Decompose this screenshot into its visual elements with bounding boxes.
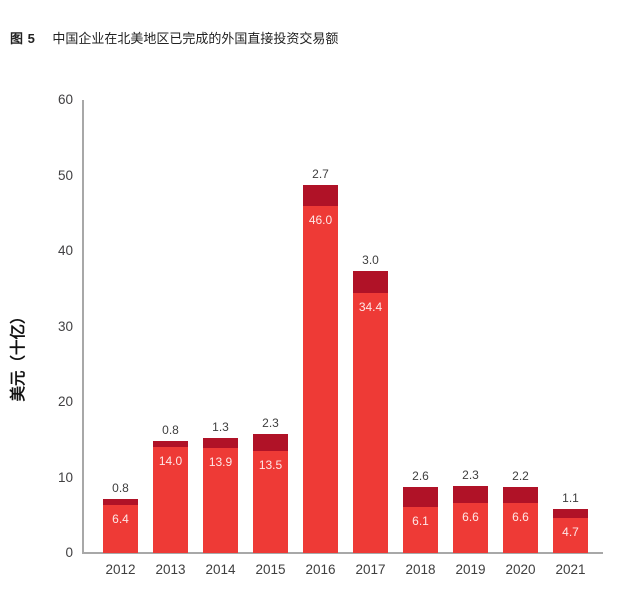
top-segment-bar[interactable]: [503, 486, 538, 504]
top-segment-bar[interactable]: [353, 270, 388, 294]
bar-group-2015[interactable]: 2.3 13.5: [253, 416, 288, 553]
y-tick-label: 0: [65, 545, 73, 560]
x-axis-label-2018: 2018: [405, 562, 436, 577]
top-segment-bar[interactable]: [253, 433, 288, 452]
bottom-segment-value-label: 6.6: [512, 510, 529, 525]
figure-number-label: 图 5: [10, 31, 36, 46]
y-tick-label: 10: [57, 469, 73, 485]
top-segment-value-label: 1.1: [562, 491, 579, 506]
figure-title-text: 中国企业在北美地区已完成的外国直接投资交易额: [52, 31, 339, 46]
top-segment-value-label: 2.3: [462, 467, 479, 482]
top-segment-bar[interactable]: [203, 438, 238, 449]
bar-group-2012[interactable]: 0.8 6.4: [103, 481, 138, 553]
top-segment-value-label: 2.6: [412, 469, 429, 484]
x-axis-label-2019: 2019: [455, 562, 486, 577]
y-tick-label: 20: [57, 394, 73, 409]
x-axis-line: [82, 552, 603, 554]
bottom-segment-bar[interactable]: 4.7: [553, 517, 588, 553]
bar-group-2018[interactable]: 2.6 6.1: [403, 469, 438, 553]
top-segment-bar[interactable]: [103, 498, 138, 505]
top-segment-value-label: 2.7: [312, 167, 329, 182]
bottom-segment-value-label: 34.4: [358, 300, 383, 315]
bottom-segment-bar[interactable]: 13.9: [203, 448, 238, 553]
y-axis-title: 美元（十亿）: [10, 308, 27, 402]
top-segment-value-label: 2.2: [512, 468, 529, 483]
y-axis-line: [82, 100, 84, 553]
bottom-segment-bar[interactable]: 6.6: [503, 503, 538, 553]
x-axis-label-2020: 2020: [505, 562, 536, 577]
top-segment-bar[interactable]: [453, 485, 488, 504]
bottom-segment-value-label: 6.6: [462, 510, 479, 525]
bar-group-2020[interactable]: 2.2 6.6: [503, 469, 538, 553]
bar-group-2013[interactable]: 0.8 14.0: [153, 423, 188, 553]
bar-group-2017[interactable]: 3.0 34.4: [353, 253, 388, 553]
top-segment-value-label: 0.8: [112, 480, 129, 495]
bar-group-2014[interactable]: 1.3 13.9: [203, 420, 238, 553]
bottom-segment-value-label: 14.0: [158, 454, 183, 469]
bottom-segment-bar[interactable]: 6.6: [453, 503, 488, 553]
y-tick-label: 60: [57, 92, 73, 107]
top-segment-bar[interactable]: [303, 185, 338, 206]
top-segment-bar[interactable]: [553, 509, 588, 518]
figure-title: 图 5 中国企业在北美地区已完成的外国直接投资交易额: [10, 28, 338, 47]
y-tick-label: 40: [57, 243, 73, 258]
bar-group-2019[interactable]: 2.3 6.6: [453, 468, 488, 553]
bottom-segment-value-label: 6.1: [412, 513, 429, 528]
x-axis-label-2021: 2021: [555, 562, 586, 577]
bottom-segment-bar[interactable]: 6.1: [403, 506, 438, 553]
bottom-segment-value-label: 46.0: [308, 212, 333, 227]
y-tick-label: 30: [57, 318, 73, 334]
bottom-segment-bar[interactable]: 6.4: [103, 504, 138, 553]
bottom-segment-value-label: 6.4: [112, 511, 129, 526]
bottom-segment-bar[interactable]: 46.0: [303, 205, 338, 553]
top-segment-bar[interactable]: [403, 487, 438, 507]
top-segment-value-label: 1.3: [212, 420, 229, 435]
x-axis-label-2012: 2012: [105, 562, 136, 577]
top-segment-value-label: 3.0: [362, 252, 379, 267]
bottom-segment-bar[interactable]: 14.0: [153, 447, 188, 553]
x-axis-label-2016: 2016: [305, 562, 336, 577]
x-axis-label-2014: 2014: [205, 562, 236, 577]
top-segment-value-label: 2.3: [262, 415, 279, 430]
y-tick-label: 50: [57, 167, 73, 183]
bar-group-2016[interactable]: 2.7 46.0: [303, 167, 338, 553]
top-segment-bar[interactable]: [153, 441, 188, 448]
x-axis-label-2013: 2013: [155, 562, 186, 577]
bottom-segment-value-label: 13.9: [208, 455, 233, 470]
bottom-segment-bar[interactable]: 13.5: [253, 451, 288, 553]
bottom-segment-value-label: 13.5: [258, 458, 283, 473]
bottom-segment-value-label: 4.7: [562, 524, 579, 539]
top-segment-value-label: 0.8: [162, 423, 179, 438]
x-axis-label-2015: 2015: [255, 562, 286, 577]
x-axis-label-2017: 2017: [355, 562, 386, 577]
bar-group-2021[interactable]: 1.1 4.7: [553, 491, 588, 553]
bottom-segment-bar[interactable]: 34.4: [353, 293, 388, 553]
